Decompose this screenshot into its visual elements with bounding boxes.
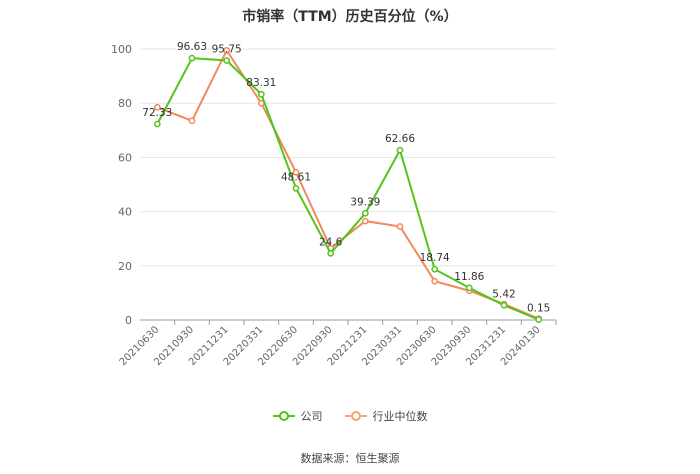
data-label: 39.39 xyxy=(350,196,380,208)
data-point xyxy=(361,209,369,217)
y-tick-label: 0 xyxy=(125,314,132,327)
data-point xyxy=(223,57,231,64)
legend-swatch-industry-median xyxy=(344,411,367,421)
data-point xyxy=(431,277,439,285)
data-point xyxy=(327,249,335,257)
y-tick-label: 40 xyxy=(118,206,132,219)
data-point xyxy=(500,301,508,309)
chart-title: 市销率（TTM）历史百分位（%） xyxy=(242,9,458,25)
legend-label-industry-median: 行业中位数 xyxy=(372,410,428,423)
y-tick-label: 80 xyxy=(118,97,132,110)
data-labels: 72.33 96.63 95.75 83.31 48.61 24.6 39.39 62.66 1… xyxy=(142,41,550,314)
y-tick-label: 100 xyxy=(111,43,132,56)
legend-item-industry-median[interactable]: 行业中位数 xyxy=(344,408,428,424)
data-point xyxy=(396,146,404,154)
legend-item-company[interactable]: 公司 xyxy=(272,408,323,424)
data-label: 83.31 xyxy=(246,77,276,89)
data-point xyxy=(257,90,265,98)
line-chart: 0 20 40 60 80 100 202106302021093020211231202… xyxy=(111,41,557,368)
y-axis: 0 20 40 60 80 100 xyxy=(111,43,132,327)
data-label: 5.42 xyxy=(492,288,515,300)
data-label: 24.6 xyxy=(319,236,343,248)
data-label: 62.66 xyxy=(385,133,415,145)
data-point xyxy=(361,217,369,225)
data-label: 18.74 xyxy=(420,252,450,264)
data-point xyxy=(396,223,404,230)
data-point xyxy=(465,284,473,292)
data-label: 95.75 xyxy=(212,44,242,56)
data-point xyxy=(153,103,161,111)
legend-swatch-company xyxy=(272,411,295,421)
data-point xyxy=(292,168,300,176)
data-label: 0.15 xyxy=(527,303,550,315)
data-point xyxy=(535,316,543,323)
data-point xyxy=(223,47,231,54)
data-label: 72.33 xyxy=(142,107,172,119)
data-source: 数据来源：恒生聚源 xyxy=(300,452,400,465)
data-point xyxy=(153,120,161,128)
y-tick-label: 20 xyxy=(118,260,132,273)
data-label: 11.86 xyxy=(454,271,484,283)
series-line xyxy=(156,57,540,321)
y-tick-label: 60 xyxy=(118,151,132,164)
data-point xyxy=(292,184,300,192)
x-axis: 2021063020210930202112312022033120220630… xyxy=(118,319,557,368)
grid-lines xyxy=(140,48,556,267)
series-layer xyxy=(153,47,543,323)
legend-label-company: 公司 xyxy=(300,410,323,423)
data-point xyxy=(188,54,196,62)
data-point xyxy=(188,117,196,125)
legend: 公司 行业中位数 xyxy=(0,408,700,424)
data-label: 48.61 xyxy=(281,171,311,183)
data-label: 96.63 xyxy=(177,41,207,53)
data-point xyxy=(431,265,439,273)
